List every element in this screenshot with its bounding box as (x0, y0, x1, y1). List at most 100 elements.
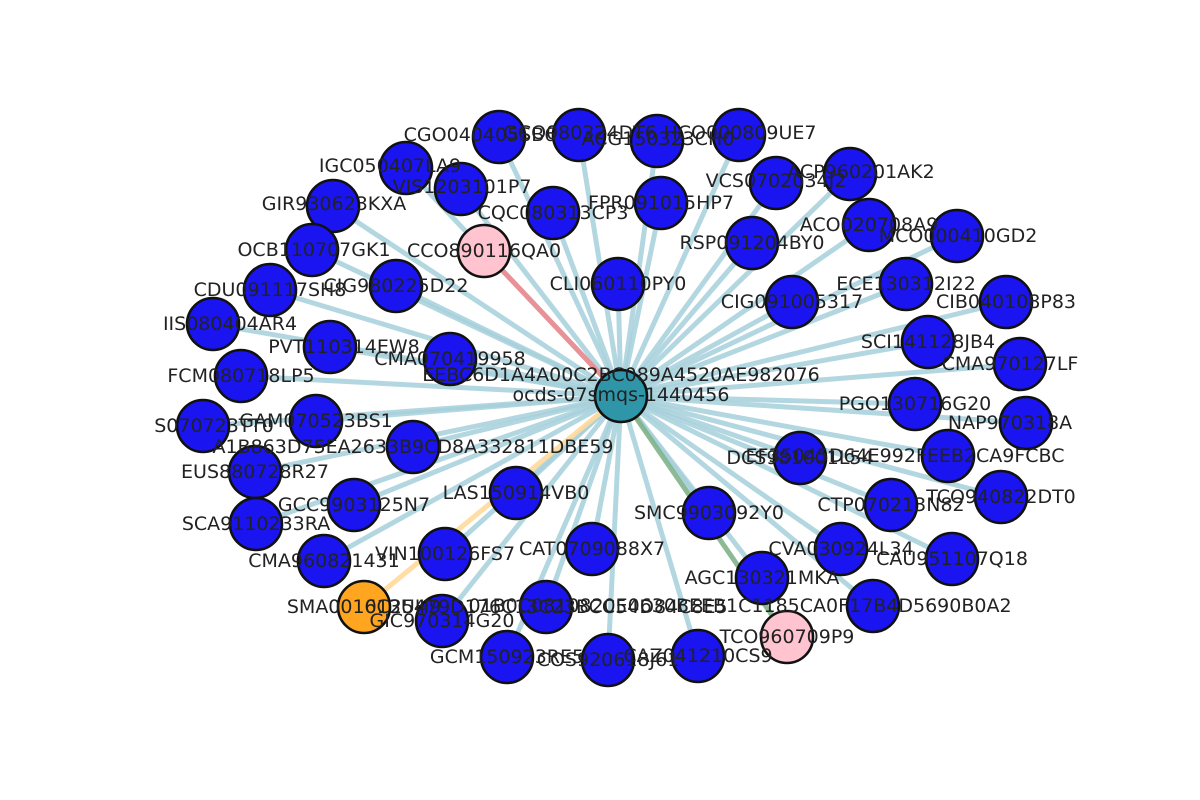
node-s0707[interactable] (175, 398, 231, 454)
node-gco[interactable] (551, 107, 607, 163)
node-ctp[interactable] (863, 477, 919, 533)
node-label-iis: IIS080404AR4 (163, 313, 297, 335)
node-ece[interactable] (878, 256, 934, 312)
node-6c2[interactable] (518, 579, 574, 635)
node-label-a1b: A1B863D75EA2633B9CD8A332811DBE59 (212, 436, 613, 458)
node-cli[interactable] (590, 256, 646, 312)
node-label-cgo: CGO040405SB6 (404, 124, 557, 146)
edge-cqc (550, 210, 624, 399)
node-label-ef3: EF35045D64E992FEEB2CA9FCBC (745, 445, 1064, 467)
node-fpr[interactable] (633, 175, 689, 231)
edge-sca (253, 393, 624, 527)
node-label-cqc: CQC080313CP3 (478, 202, 629, 224)
edge-cma9608 (321, 393, 624, 564)
node-cib[interactable] (978, 274, 1034, 330)
node-gic[interactable] (414, 593, 470, 649)
edge-cma0704 (447, 356, 624, 399)
node-label-ocb: OCB110707GK1 (237, 239, 390, 261)
node-cgo[interactable] (471, 109, 527, 165)
node-hub[interactable] (593, 368, 649, 424)
node-sma[interactable] (336, 579, 392, 635)
node-cma9608[interactable] (296, 533, 352, 589)
node-cdu[interactable] (242, 262, 298, 318)
node-label-ece: ECE130312I22 (836, 273, 976, 295)
node-iis[interactable] (185, 296, 241, 352)
node-smc[interactable] (681, 485, 737, 541)
node-label-tco0822: TCO940822DT0 (925, 486, 1076, 508)
node-label-cib: CIB040108P83 (936, 291, 1076, 313)
node-dcs[interactable] (772, 430, 828, 486)
node-cat[interactable] (564, 521, 620, 577)
node-cos[interactable] (580, 632, 636, 688)
node-pvt[interactable] (302, 319, 358, 375)
node-hco[interactable] (711, 107, 767, 163)
node-label-cco: CCO890116QA0 (407, 240, 561, 262)
node-cma0704[interactable] (422, 331, 478, 387)
node-sca[interactable] (228, 496, 284, 552)
node-cco[interactable] (456, 223, 512, 279)
node-label-cau: CAU951107Q18 (876, 548, 1028, 570)
node-label-acg: ACG150323CH0 (582, 128, 735, 150)
node-ef3[interactable] (920, 428, 976, 484)
edge-vis (458, 186, 624, 399)
hub-label-line1: EEBC6D1A4A00C2BC089A4520AE982076 (422, 364, 820, 386)
node-label-gcm: GCM150923RE5 (430, 646, 584, 668)
hub-label-line2: ocds-07smqs-1440456 (513, 384, 730, 406)
edge-eus (252, 393, 624, 475)
node-mco[interactable] (929, 208, 985, 264)
edge-cig1005 (618, 299, 795, 399)
edge-cig0225 (393, 283, 624, 399)
node-nap[interactable] (998, 395, 1054, 451)
edge-hco (618, 132, 742, 399)
node-label-cdu: CDU091117SH8 (194, 279, 347, 301)
node-sci[interactable] (900, 314, 956, 370)
node-gcc[interactable] (326, 477, 382, 533)
node-las[interactable] (488, 465, 544, 521)
edge-acp (618, 171, 853, 399)
edge-6c2 (543, 393, 624, 610)
node-cau[interactable] (924, 531, 980, 587)
node-label-cat: CAT0709088X7 (519, 538, 665, 560)
node-label-gir: GIR930623KXA (262, 193, 407, 215)
node-cqc[interactable] (525, 185, 581, 241)
node-rsp[interactable] (724, 215, 780, 271)
node-a1b[interactable] (385, 419, 441, 475)
node-pgo[interactable] (887, 376, 943, 432)
node-tco0822[interactable] (973, 469, 1029, 525)
node-label-gco: GCO080324DT6 (503, 122, 657, 144)
node-gam[interactable] (288, 393, 344, 449)
node-ocb[interactable] (284, 222, 340, 278)
node-label-cos: COS920618J61 (537, 649, 680, 671)
node-gcm[interactable] (479, 629, 535, 685)
node-vcs[interactable] (748, 155, 804, 211)
node-acp[interactable] (822, 146, 878, 202)
node-tco9607[interactable] (759, 609, 815, 665)
node-acg[interactable] (629, 113, 685, 169)
node-cma9701[interactable] (992, 336, 1048, 392)
node-01b[interactable] (845, 578, 901, 634)
node-label-dcs: DCS981001L54 (726, 447, 873, 469)
node-label-gcc: GCC9903125N7 (278, 494, 430, 516)
node-aco[interactable] (841, 197, 897, 253)
node-caz[interactable] (670, 628, 726, 684)
node-label-vis: VIS1203101P7 (393, 176, 532, 198)
node-label-cig0225: CIG980225D22 (324, 275, 469, 297)
node-label-acp: ACP960201AK2 (787, 161, 934, 183)
node-vis[interactable] (433, 161, 489, 217)
node-label-hco: HCO000809UE7 (663, 122, 816, 144)
node-fcm[interactable] (213, 348, 269, 404)
node-gir[interactable] (305, 178, 361, 234)
node-label-eus: EUS880728R27 (181, 461, 329, 483)
node-vin[interactable] (417, 526, 473, 582)
node-igc[interactable] (378, 140, 434, 196)
node-cva[interactable] (813, 521, 869, 577)
edge-fcm (238, 373, 624, 399)
edge-gir (330, 203, 624, 399)
node-label-vcs: VCS0702034J2 (706, 170, 847, 192)
node-label-6c2: 6C25479D176C13C23BCC54D84C8E5 (364, 596, 727, 618)
node-agc[interactable] (734, 550, 790, 606)
node-cig1005[interactable] (764, 274, 820, 330)
node-cig0225[interactable] (368, 258, 424, 314)
node-label-cva: CVA030924L34 (768, 538, 913, 560)
